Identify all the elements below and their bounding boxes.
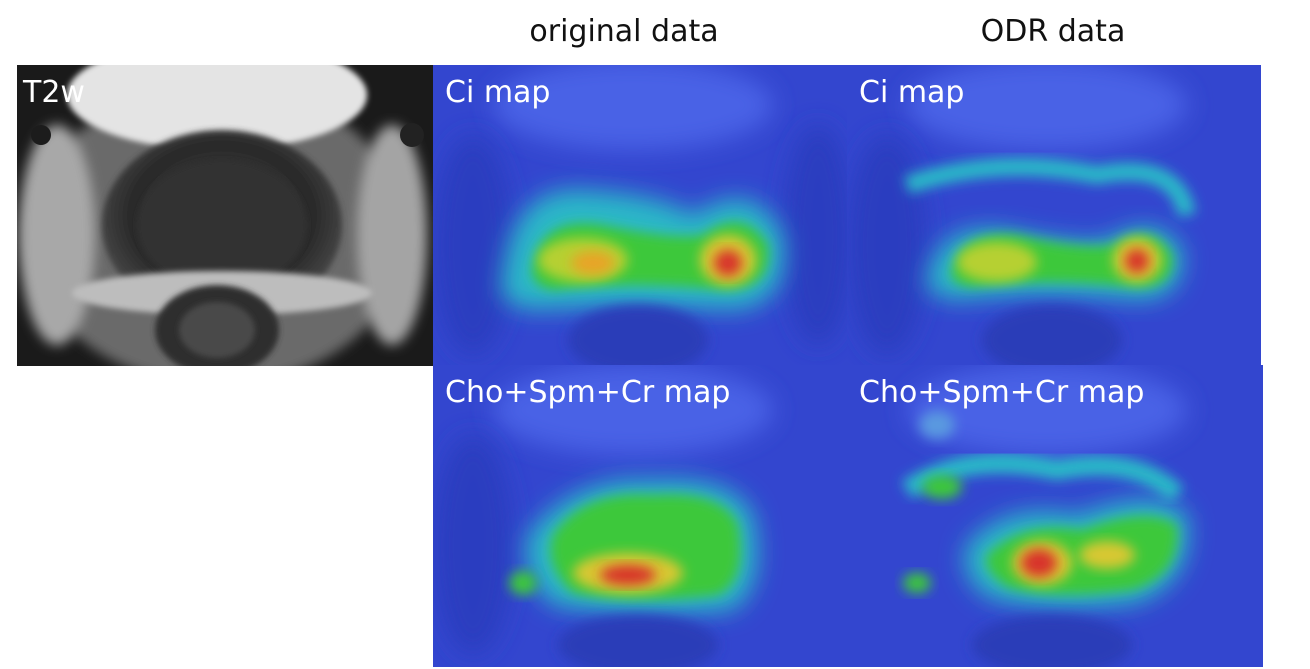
cho-map-odr-panel: Cho+Spm+Cr map — [847, 365, 1263, 667]
cho-map-odr-label: Cho+Spm+Cr map — [859, 375, 1145, 410]
cho-map-original-label: Cho+Spm+Cr map — [445, 375, 731, 410]
cho-map-original-panel: Cho+Spm+Cr map — [433, 365, 847, 667]
ci-map-odr-panel: Ci map — [847, 65, 1261, 365]
column-header-odr: ODR data — [980, 14, 1126, 49]
ci-map-original-panel: Ci map — [433, 65, 847, 365]
column-header-original: original data — [529, 14, 719, 49]
ci-map-original-label: Ci map — [445, 75, 551, 110]
cho-map-original-image — [433, 365, 847, 667]
ci-map-odr-label: Ci map — [859, 75, 965, 110]
ci-map-odr-image — [847, 65, 1261, 365]
ci-map-original-image — [433, 65, 847, 365]
t2w-label: T2w — [23, 75, 85, 110]
cho-map-odr-image — [847, 365, 1263, 667]
t2w-mri-image — [17, 65, 433, 366]
t2w-image-panel: T2w — [17, 65, 433, 366]
